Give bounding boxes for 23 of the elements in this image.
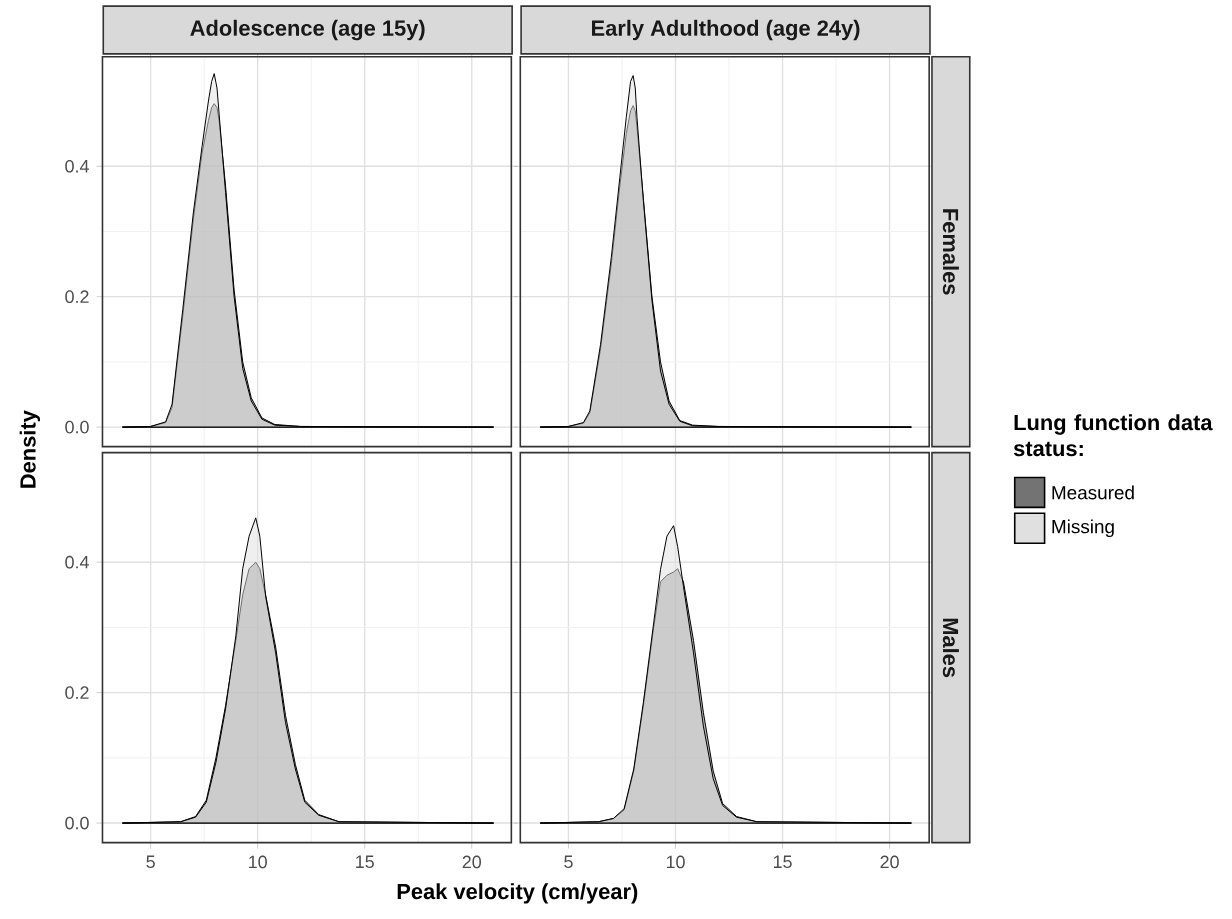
x-axis-title: Peak velocity (cm/year) — [397, 883, 638, 904]
legend-label: Missing — [1052, 519, 1114, 537]
y-tick-label: 0.0 — [65, 420, 89, 434]
legend-title: Lung function data status: — [1013, 414, 1213, 457]
x-tick-label: 15 — [773, 855, 792, 869]
legend-label: Measured — [1052, 485, 1134, 500]
x-tick-label: 10 — [666, 855, 685, 869]
x-tick-label: 15 — [356, 855, 374, 869]
x-tick-label: 5 — [146, 855, 155, 869]
chart-title: Adolescence (age 15y) — [190, 19, 425, 41]
text: Females — [942, 209, 959, 295]
y-tick-label: 0.2 — [65, 290, 89, 303]
y-axis-title: Density — [19, 410, 41, 488]
text: Males — [942, 618, 959, 678]
y-tick-label: 0.2 — [65, 686, 89, 699]
x-tick-label: 10 — [249, 855, 267, 869]
x-tick-label: 5 — [564, 855, 573, 869]
chart-title: Early Adulthood (age 24y) — [592, 19, 860, 41]
y-tick-label: 0.4 — [65, 555, 89, 569]
x-tick-label: 20 — [462, 855, 482, 869]
y-tick-label: 0.0 — [65, 816, 89, 830]
x-tick-label: 20 — [880, 855, 899, 869]
y-tick-label: 0.4 — [65, 159, 89, 173]
